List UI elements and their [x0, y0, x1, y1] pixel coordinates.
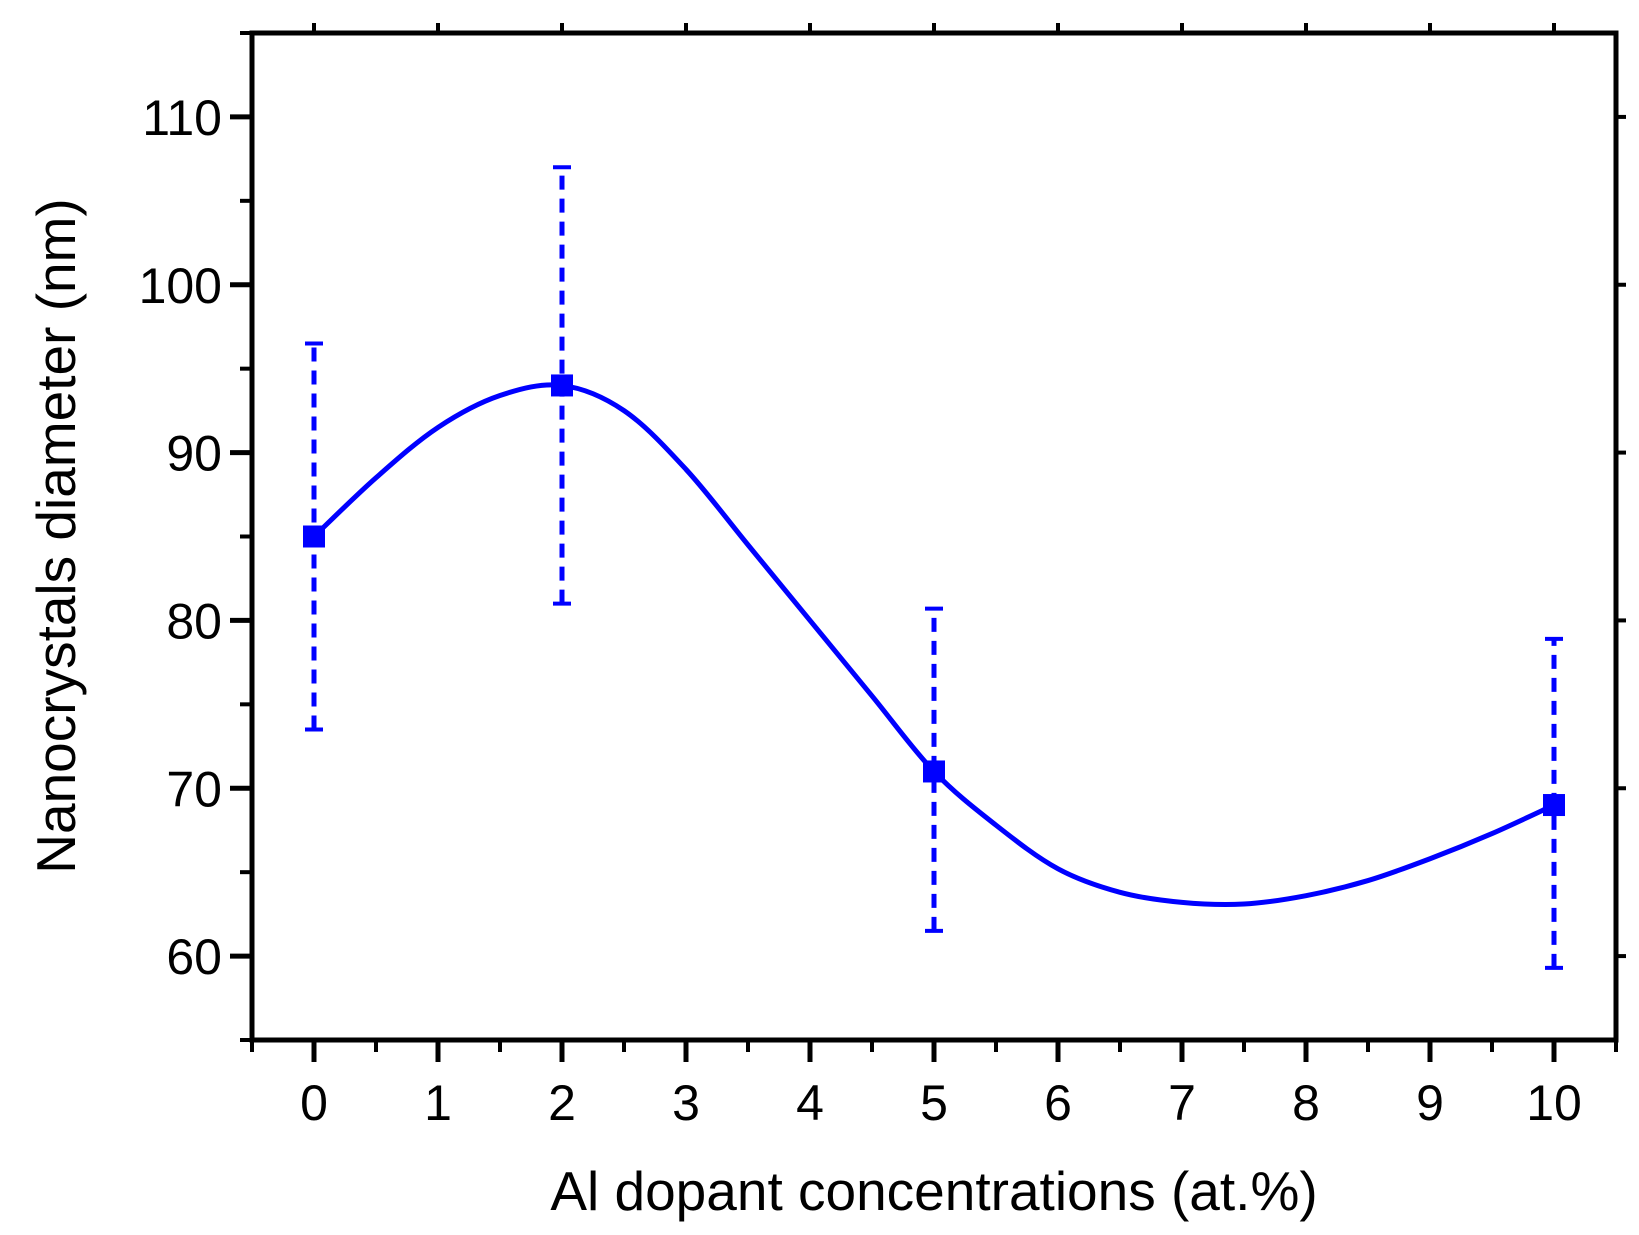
x-axis: 0 1 2 3 4 5 6 7 8 9 10 — [250, 23, 1618, 1131]
plot-frame — [249, 30, 1619, 1043]
x-tick-label: 7 — [1168, 1075, 1196, 1131]
y-tick-label: 100 — [139, 258, 222, 314]
y-tick-label: 70 — [166, 761, 222, 817]
data-point — [923, 760, 945, 783]
x-tick-label: 8 — [1292, 1075, 1320, 1131]
y-tick-label: 80 — [166, 593, 222, 649]
x-tick-label: 5 — [920, 1075, 948, 1131]
x-tick-label: 0 — [300, 1075, 328, 1131]
data-point — [551, 374, 573, 397]
x-tick-label: 10 — [1526, 1075, 1582, 1131]
data-series — [303, 165, 1565, 970]
y-tick-label: 60 — [166, 929, 222, 985]
fit-curve — [312, 382, 1556, 908]
y-axis: 60 70 80 90 100 110 — [139, 31, 1626, 1042]
x-tick-label: 1 — [424, 1075, 452, 1131]
x-tick-label: 4 — [796, 1075, 824, 1131]
y-tick-label: 110 — [142, 90, 222, 146]
data-point — [1543, 794, 1565, 817]
x-axis-title: Al dopant concentrations (at.%) — [550, 1160, 1317, 1222]
y-tick-label: 90 — [166, 426, 222, 482]
x-tick-label: 6 — [1044, 1075, 1072, 1131]
x-tick-label: 3 — [672, 1075, 700, 1131]
x-tick-label: 9 — [1416, 1075, 1444, 1131]
y-axis-title: Nanocrystals diameter (nm) — [25, 198, 87, 873]
x-tick-label: 2 — [548, 1075, 576, 1131]
data-point — [303, 525, 325, 548]
